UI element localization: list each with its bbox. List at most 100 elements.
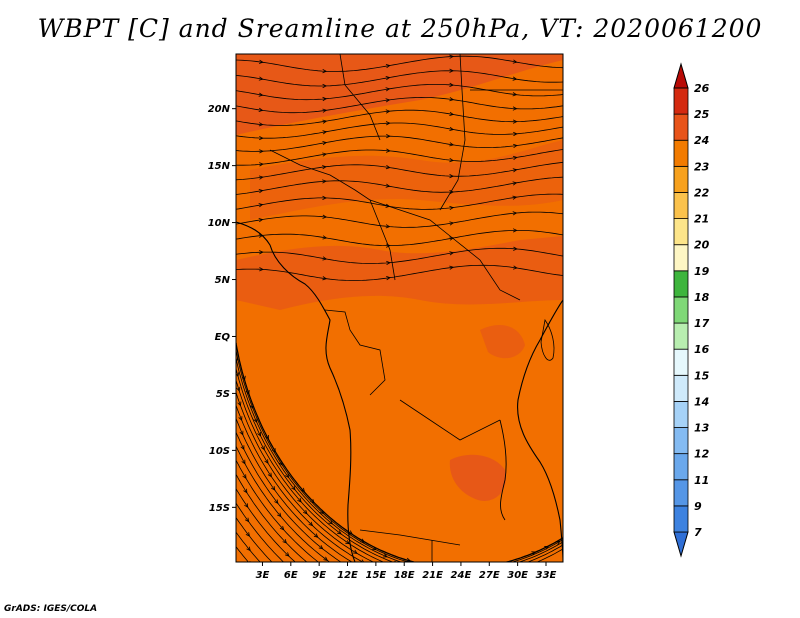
streamline xyxy=(236,459,319,562)
streamline-arrow xyxy=(433,566,437,569)
map-frame xyxy=(235,53,564,563)
y-tick-label: EQ xyxy=(215,332,231,343)
y-tick-label: 10N xyxy=(208,218,231,229)
x-tick-label: 30E xyxy=(507,570,528,581)
streamline xyxy=(236,431,342,562)
colorbar-label: 7 xyxy=(694,526,702,539)
colorbar-swatch xyxy=(673,453,689,481)
y-tick-label: 5N xyxy=(215,275,231,286)
colorbar-swatch xyxy=(673,113,689,141)
x-tick-label: 24E xyxy=(451,570,472,581)
x-tick-label: 9E xyxy=(312,570,326,581)
streamline xyxy=(236,502,285,562)
colorbar-swatch xyxy=(673,270,689,298)
streamline xyxy=(236,264,563,282)
streamline xyxy=(236,348,563,562)
streamline xyxy=(236,546,249,562)
colorbar-label: 11 xyxy=(694,474,709,487)
colorbar-upper-arrow xyxy=(673,62,689,89)
colorbar-label: 24 xyxy=(694,134,709,147)
streamline-arrow xyxy=(497,564,501,567)
colorbar-label: 21 xyxy=(694,213,709,226)
streamline-arrow xyxy=(231,313,234,317)
coastlines xyxy=(236,54,563,562)
colorbar-label: 14 xyxy=(694,395,709,408)
y-tick-label: 10S xyxy=(209,446,230,457)
colorbar-label: 13 xyxy=(694,422,710,435)
colorbar-swatch xyxy=(673,244,689,272)
streamline xyxy=(236,149,563,166)
x-tick-label: 15E xyxy=(365,570,386,581)
y-tick-label: 5S xyxy=(216,389,230,400)
streamline xyxy=(236,230,563,246)
streamline-arrow xyxy=(519,563,523,566)
streamline-arrow xyxy=(287,566,291,570)
streamline xyxy=(236,366,563,562)
x-tick-label: 18E xyxy=(394,570,415,581)
streamline xyxy=(236,339,563,562)
colorbar-swatch xyxy=(673,296,689,324)
x-tick-label: 27E xyxy=(479,570,500,581)
colorbar-swatch xyxy=(673,165,689,193)
colorbar-swatch xyxy=(673,348,689,376)
colorbar-lower-arrow xyxy=(673,531,689,558)
streamline-arrow xyxy=(484,565,488,568)
colorbar-label: 25 xyxy=(694,108,710,121)
map-plot-area xyxy=(231,54,563,583)
x-tick-label: 6E xyxy=(284,570,298,581)
streamline xyxy=(236,135,563,152)
streamline xyxy=(236,378,563,562)
streamline xyxy=(236,403,364,562)
streamline-arrow xyxy=(420,561,422,562)
chart-title: WBPT [C] and Sreamline at 250hPa, VT: 20… xyxy=(37,14,763,43)
streamline xyxy=(236,96,563,114)
streamline xyxy=(236,516,273,562)
streamline-arrow xyxy=(361,559,365,562)
colorbar-swatch xyxy=(673,87,689,115)
colorbar-swatch xyxy=(673,322,689,350)
streamline xyxy=(236,473,308,562)
colorbar-swatch xyxy=(673,401,689,428)
colorbar-label: 9 xyxy=(694,500,702,513)
streamline xyxy=(236,417,353,562)
colorbar: 7 9 11 12 13 14 15 16 17 18 19 20 21 22 23 24 25 26 xyxy=(673,62,710,558)
y-tick-label: 15S xyxy=(209,503,230,514)
colorbar-label: 15 xyxy=(694,369,710,382)
x-tick-label: 3E xyxy=(256,570,270,581)
colorbar-swatch xyxy=(673,374,689,402)
warm-patches xyxy=(236,54,563,501)
streamline-arrow xyxy=(248,576,252,580)
streamline-arrow xyxy=(332,580,336,583)
streamline-arrow xyxy=(445,569,449,572)
streamline xyxy=(236,356,563,562)
y-tick-label: 15N xyxy=(208,161,231,172)
streamline-arrow xyxy=(232,328,235,332)
x-axis: 3E 6E 9E 12E 15E 18E 21E 24E 27E 30E 33E xyxy=(256,562,557,581)
colorbar-label: 26 xyxy=(694,82,710,95)
colorbar-label: 16 xyxy=(694,343,710,356)
colorbar-swatch xyxy=(673,427,689,455)
streamline xyxy=(236,341,563,562)
streamline xyxy=(236,55,563,72)
y-tick-label: 20N xyxy=(208,104,231,115)
colorbar-swatch xyxy=(673,479,689,507)
streamline xyxy=(236,445,331,562)
streamline xyxy=(236,70,563,87)
streamline xyxy=(236,122,563,139)
streamline-arrow xyxy=(470,566,474,569)
streamline-arrow xyxy=(529,564,533,567)
colorbar-swatch xyxy=(673,139,689,167)
colorbar-swatch xyxy=(673,192,689,219)
colorbar-label: 22 xyxy=(694,186,710,199)
streamline xyxy=(236,109,563,126)
streamline xyxy=(236,161,563,181)
streamline xyxy=(236,487,296,562)
streamline-arrow xyxy=(509,563,513,566)
y-axis: 20N 15N 10N 5N EQ 5S 10S 15S xyxy=(208,104,236,514)
colorbar-label: 12 xyxy=(694,448,710,461)
colorbar-label: 23 xyxy=(694,160,710,173)
x-tick-label: 21E xyxy=(422,570,443,581)
x-tick-label: 33E xyxy=(536,570,557,581)
colorbar-label: 20 xyxy=(694,239,710,252)
